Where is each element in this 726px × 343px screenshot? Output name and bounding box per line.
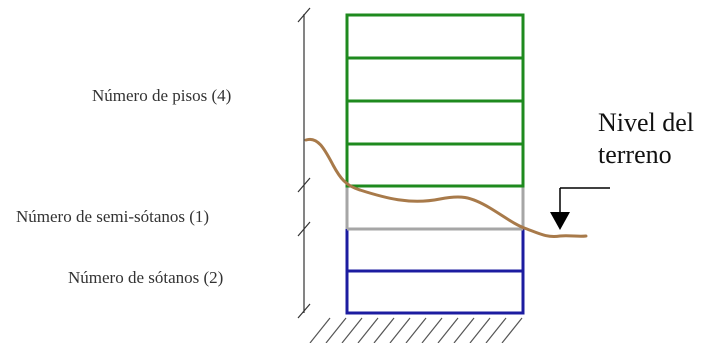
ground-level-label-line1: Nivel del [598,108,694,137]
semi-basements-label: Número de semi-sótanos (1) [16,207,209,226]
basement-block [345,227,525,315]
dimension-line [297,7,311,319]
terrain-line [304,137,588,238]
floors-block [345,13,525,188]
basements-label: Número de sótanos (2) [68,268,223,287]
foundation-hatch [309,317,523,343]
floors-label: Número de pisos (4) [92,86,231,105]
ground-level-label-line2: terreno [598,140,672,169]
ground-level-arrow [550,187,610,230]
semi-basement-block [345,186,525,231]
